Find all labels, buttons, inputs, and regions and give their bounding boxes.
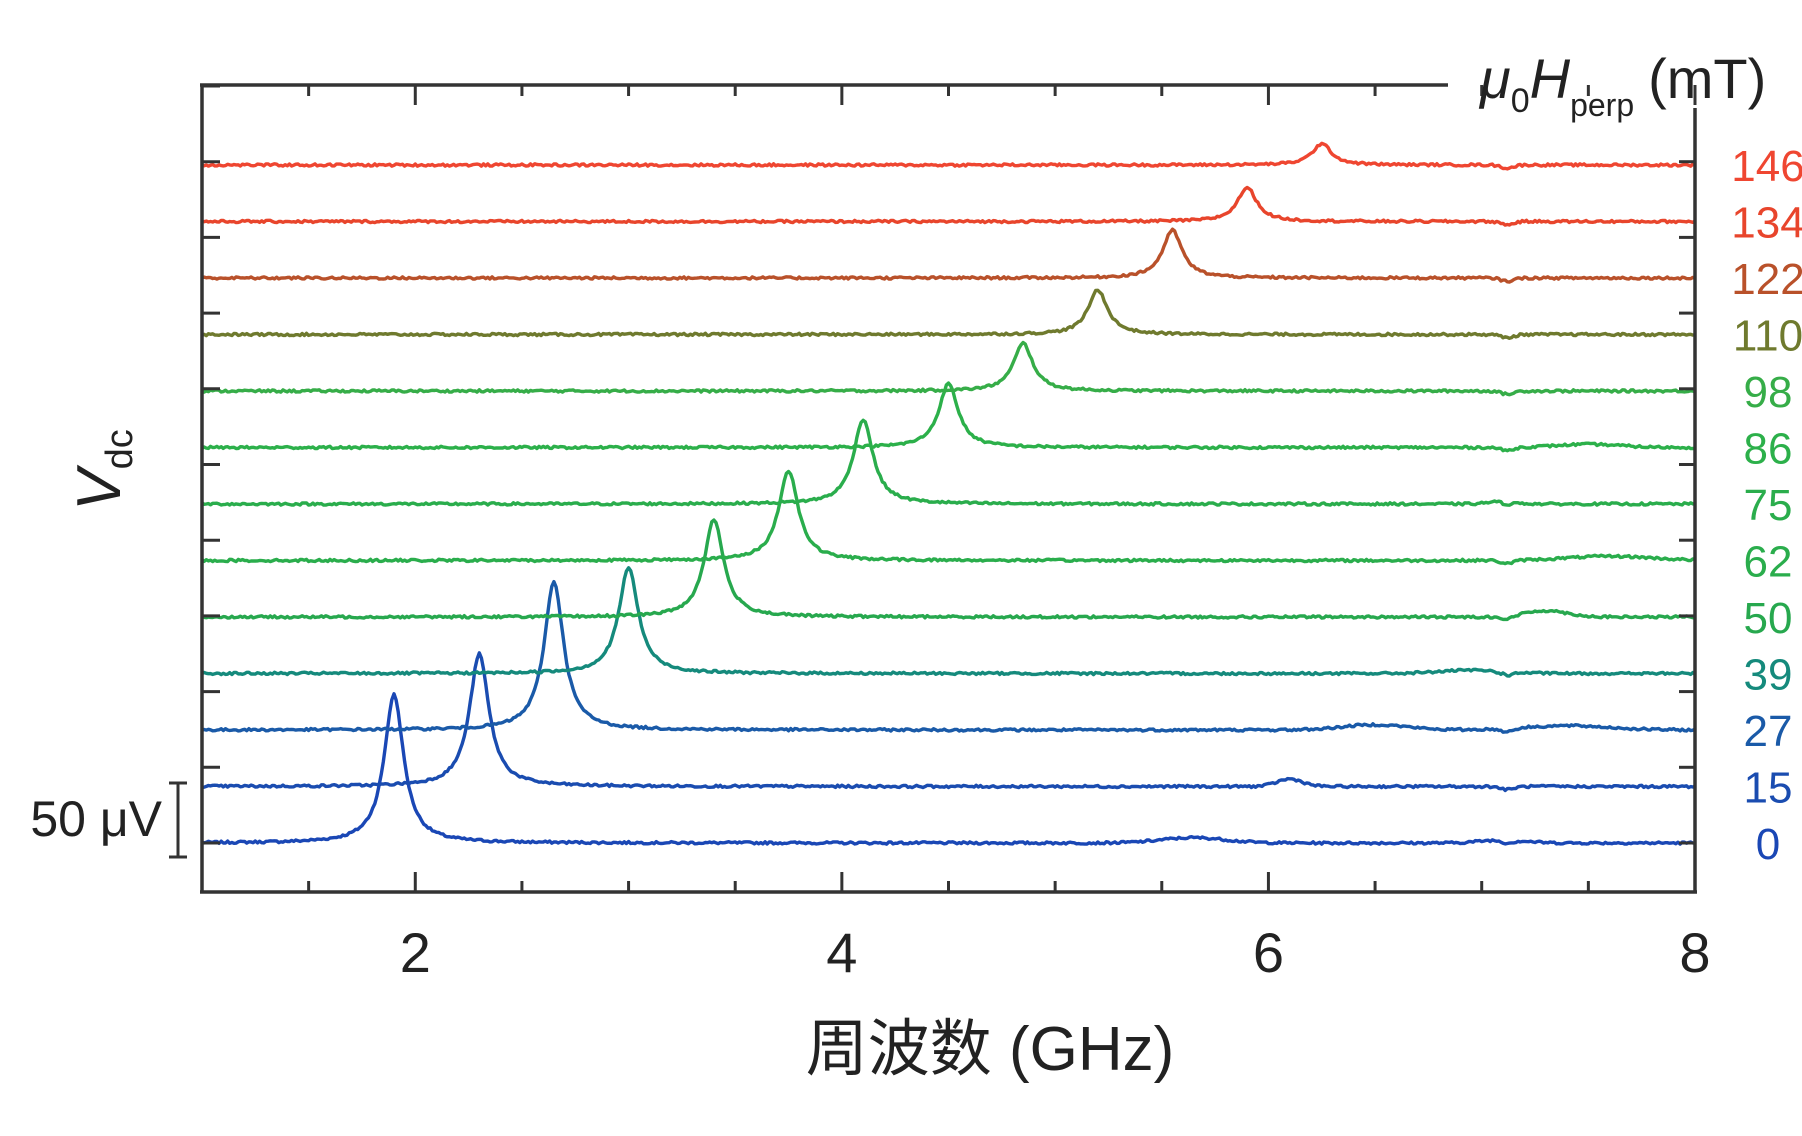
legend-value-98: 98 [1744, 368, 1793, 417]
legend-value-122: 122 [1731, 255, 1802, 304]
series-line-122 [201, 227, 1696, 284]
legend-value-50: 50 [1744, 594, 1793, 643]
legend-value-75: 75 [1744, 481, 1793, 530]
series-line-86 [201, 381, 1696, 453]
series-line-62 [200, 469, 1696, 566]
legend-value-86: 86 [1744, 425, 1793, 474]
series-line-50 [201, 518, 1696, 622]
series-line-110 [201, 288, 1696, 340]
series-line-0 [201, 692, 1696, 846]
legend-value-0: 0 [1756, 820, 1780, 869]
x-tick-label-6: 6 [1253, 921, 1284, 984]
legend-value-146: 146 [1731, 142, 1802, 191]
legend-value-39: 39 [1744, 651, 1793, 700]
legend-title: μ0Hperp (mT) [1478, 47, 1766, 123]
scale-bar-label: 50 μV [30, 791, 162, 847]
series-line-15 [201, 651, 1696, 793]
series-line-98 [200, 340, 1696, 397]
x-tick-label-8: 8 [1679, 921, 1710, 984]
series-line-146 [201, 141, 1697, 171]
x-tick-label-4: 4 [826, 921, 857, 984]
legend-value-134: 134 [1731, 199, 1802, 248]
series-line-27 [201, 580, 1696, 734]
x-tick-label-2: 2 [400, 921, 431, 984]
axes-layer [169, 83, 1697, 894]
series-layer [200, 141, 1697, 846]
legend-value-27: 27 [1744, 707, 1793, 756]
labels-layer: 0 15 27 39 50 62 75 86 98 110 122 134 146 2 4 6 8 周波数 (GH… [30, 47, 1802, 1084]
y-axis-label: Vdc [65, 429, 141, 511]
legend-value-62: 62 [1744, 538, 1793, 587]
legend-value-110: 110 [1733, 312, 1802, 361]
series-line-75 [201, 418, 1696, 507]
series-line-39 [201, 566, 1697, 678]
legend-value-15: 15 [1744, 764, 1793, 813]
x-axis-label: 周波数 (GHz) [806, 1015, 1175, 1084]
series-line-134 [201, 185, 1696, 227]
